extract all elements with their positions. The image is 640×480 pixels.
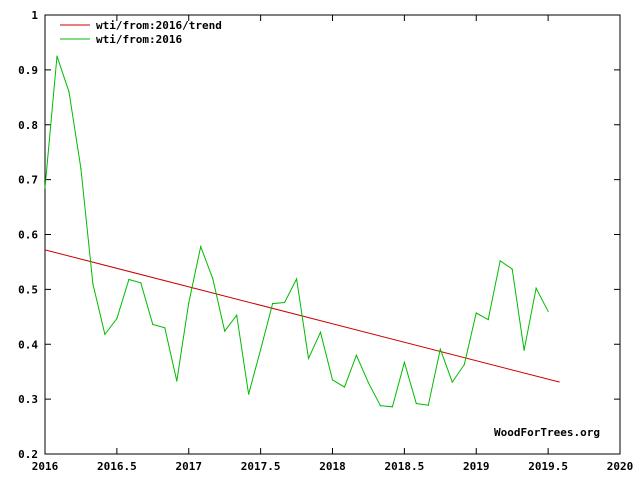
data-point [439, 348, 441, 350]
x-tick-label: 2016 [32, 460, 59, 473]
data-point [427, 404, 429, 406]
data-point [92, 283, 94, 285]
x-tick-label: 2017 [176, 460, 203, 473]
data-point [152, 323, 154, 326]
data-point [164, 327, 166, 329]
data-point [140, 282, 142, 284]
data-point [379, 405, 382, 407]
data-point [80, 168, 82, 170]
data-point [547, 310, 549, 312]
watermark-annotation: WoodForTrees.org [494, 426, 600, 439]
data-point [295, 278, 298, 280]
y-tick-label: 0.3 [18, 393, 38, 406]
data-point [343, 386, 346, 388]
data-point [248, 393, 250, 395]
data-point [307, 357, 310, 360]
data-point [224, 330, 226, 332]
y-tick-label: 0.6 [18, 229, 38, 242]
wti-series-line [44, 56, 549, 408]
data-point [44, 187, 46, 189]
data-point [463, 363, 465, 366]
legend-label-series: wti/from:2016 [96, 33, 182, 46]
data-point [331, 379, 334, 381]
x-tick-label: 2018.5 [385, 460, 425, 473]
y-tick-label: 0.4 [18, 338, 38, 351]
data-point [271, 303, 274, 305]
data-point [200, 245, 202, 248]
y-tick-label: 0.8 [18, 119, 38, 132]
plot-frame [44, 14, 621, 455]
data-point [236, 314, 238, 316]
data-point [415, 402, 417, 405]
data-point [116, 317, 118, 320]
data-point [319, 331, 322, 333]
data-point [68, 91, 70, 93]
x-tick-label: 2019 [463, 460, 490, 473]
x-tick-label: 2019.5 [528, 460, 568, 473]
y-tick-label: 0.5 [18, 283, 38, 296]
data-point [260, 349, 262, 351]
y-tick-label: 1 [31, 9, 38, 22]
data-point [104, 333, 106, 335]
data-point [403, 361, 405, 363]
data-point [487, 318, 489, 321]
data-point [212, 277, 214, 279]
data-point [128, 278, 130, 281]
data-point [355, 354, 358, 356]
y-tick-label: 0.9 [18, 64, 38, 77]
data-point [391, 406, 393, 408]
data-point [56, 55, 58, 57]
x-tick-label: 2017.5 [241, 460, 281, 473]
data-point [451, 381, 453, 383]
data-point [283, 301, 286, 304]
data-point [475, 312, 477, 314]
data-point [176, 380, 178, 382]
data-point [511, 268, 513, 270]
legend: wti/from:2016/trend wti/from:2016 [60, 19, 222, 46]
x-tick-label: 2020 [607, 460, 634, 473]
data-point [188, 302, 190, 304]
x-tick-label: 2018 [319, 460, 346, 473]
y-tick-label: 0.2 [18, 448, 38, 461]
x-tick-label: 2016.5 [97, 460, 137, 473]
legend-label-trend: wti/from:2016/trend [96, 19, 222, 32]
data-point [535, 287, 537, 289]
data-point [367, 382, 370, 384]
y-tick-label: 0.7 [18, 174, 38, 187]
data-point [523, 349, 525, 351]
data-point [499, 260, 501, 262]
